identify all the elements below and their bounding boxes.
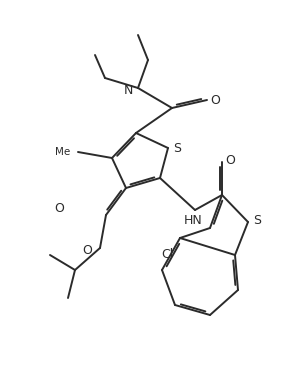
- Text: Cl: Cl: [162, 248, 174, 262]
- Text: S: S: [253, 213, 261, 227]
- Text: O: O: [82, 243, 92, 257]
- Text: O: O: [210, 94, 220, 106]
- Text: O: O: [225, 154, 235, 167]
- Text: Me: Me: [55, 147, 70, 157]
- Text: HN: HN: [184, 213, 202, 227]
- Text: O: O: [54, 202, 64, 214]
- Text: S: S: [173, 142, 181, 154]
- Text: N: N: [124, 83, 133, 96]
